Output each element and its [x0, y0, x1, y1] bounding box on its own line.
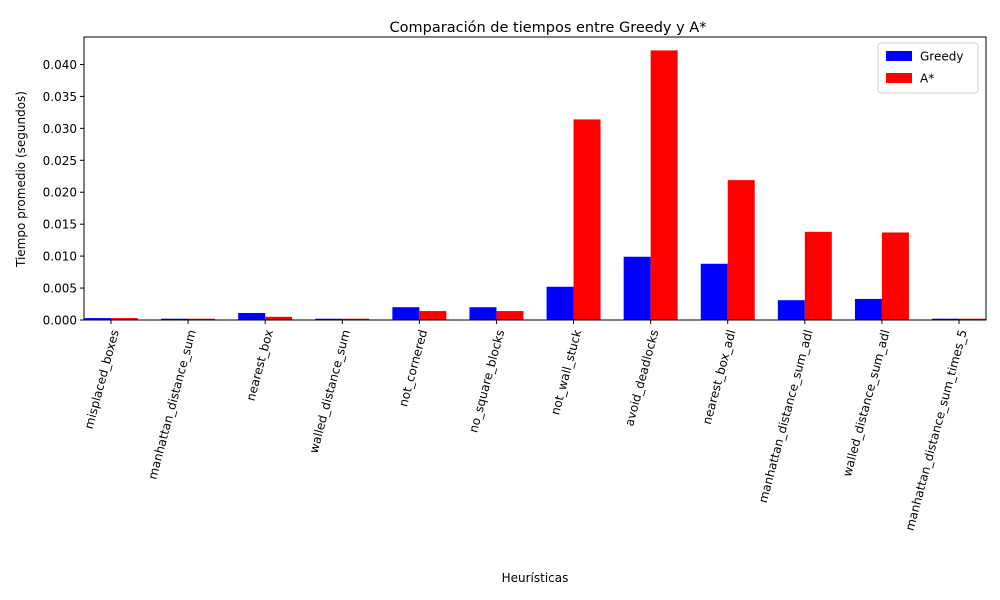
legend-swatch: [886, 51, 912, 61]
bar-astar-walled_distance_sum_adl: [881, 232, 909, 320]
x-tick-label: walled_distance_sum_adl: [840, 328, 893, 478]
bar-greedy-walled_distance_sum_adl: [854, 298, 882, 320]
x-axis-label: Heurísticas: [502, 571, 569, 585]
bar-greedy-avoid_deadlocks: [623, 256, 651, 320]
x-tick-label: manhattan_distance_sum_times_5: [903, 328, 970, 532]
bar-greedy-not_cornered: [392, 307, 420, 320]
bar-astar-nearest_box_adl: [727, 180, 755, 320]
y-tick-label: 0.040: [43, 58, 77, 72]
bar-greedy-manhattan_distance_sum_times_5: [932, 318, 960, 320]
bar-astar-avoid_deadlocks: [650, 50, 678, 321]
bar-greedy-no_square_blocks: [469, 307, 497, 320]
x-tick-label: not_cornered: [396, 328, 430, 408]
bar-astar-walled_distance_sum: [342, 318, 370, 320]
y-axis-label: Tiempo promedio (segundos): [14, 91, 28, 268]
y-tick-label: 0.000: [43, 314, 77, 328]
legend-label: A*: [920, 72, 934, 86]
x-axis: misplaced_boxes manhattan_distance_sum nea…: [82, 320, 970, 532]
bar-astar-no_square_blocks: [496, 311, 524, 320]
bar-greedy-manhattan_distance_sum: [161, 318, 189, 320]
x-tick-label: not_wall_stuck: [548, 328, 584, 416]
x-tick-label: misplaced_boxes: [82, 328, 122, 430]
bar-greedy-not_wall_stuck: [546, 286, 574, 320]
y-tick-label: 0.020: [43, 186, 77, 200]
legend-label: Greedy: [920, 50, 963, 64]
bar-astar-manhattan_distance_sum: [188, 318, 216, 320]
bar-astar-manhattan_distance_sum_adl: [804, 231, 832, 320]
y-tick-label: 0.010: [43, 250, 77, 264]
y-axis: 0.000 0.005 0.010 0.015 0.020 0.025 0.030 0.035…: [43, 58, 84, 328]
y-tick-label: 0.035: [43, 90, 77, 104]
bar-greedy-manhattan_distance_sum_adl: [777, 300, 805, 320]
x-tick-label: no_square_blocks: [466, 328, 507, 434]
y-tick-label: 0.005: [43, 282, 77, 296]
bar-astar-misplaced_boxes: [110, 318, 138, 320]
bar-greedy-walled_distance_sum: [315, 318, 343, 320]
bar-astar-manhattan_distance_sum_times_5: [959, 318, 986, 320]
x-tick-label: manhattan_distance_sum_adl: [756, 328, 816, 504]
plot-frame: [83, 36, 987, 321]
bar-greedy-nearest_box_adl: [700, 263, 728, 320]
x-tick-label: nearest_box: [244, 328, 276, 402]
chart-title: Comparación de tiempos entre Greedy y A*: [390, 20, 707, 36]
legend-swatch: [886, 73, 912, 83]
legend: Greedy A*: [877, 42, 979, 94]
bar-astar-not_cornered: [419, 311, 447, 320]
bar-astar-nearest_box: [265, 316, 293, 320]
x-tick-label: nearest_box_adl: [700, 328, 739, 426]
x-tick-label: manhattan_distance_sum: [145, 328, 198, 481]
x-tick-label: avoid_deadlocks: [622, 328, 661, 427]
y-tick-label: 0.015: [43, 218, 77, 232]
y-tick-label: 0.025: [43, 154, 77, 168]
x-tick-label: walled_distance_sum: [307, 328, 353, 455]
bar-greedy-nearest_box: [238, 312, 266, 320]
y-tick-label: 0.030: [43, 122, 77, 136]
bar-greedy-misplaced_boxes: [84, 318, 111, 320]
bar-astar-not_wall_stuck: [573, 119, 601, 321]
bars-group: [84, 50, 986, 321]
